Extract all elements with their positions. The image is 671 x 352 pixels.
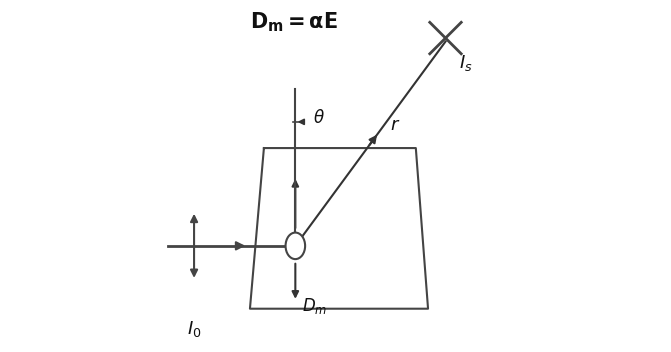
Text: $I_0$: $I_0$: [187, 319, 201, 339]
Ellipse shape: [286, 233, 305, 259]
Text: r: r: [391, 117, 398, 134]
Text: $\theta$: $\theta$: [313, 109, 325, 127]
Text: $I_s$: $I_s$: [460, 52, 473, 73]
Text: $D_m$: $D_m$: [303, 296, 327, 316]
Text: $\mathbf{D_m = \alpha E}$: $\mathbf{D_m = \alpha E}$: [250, 10, 338, 34]
